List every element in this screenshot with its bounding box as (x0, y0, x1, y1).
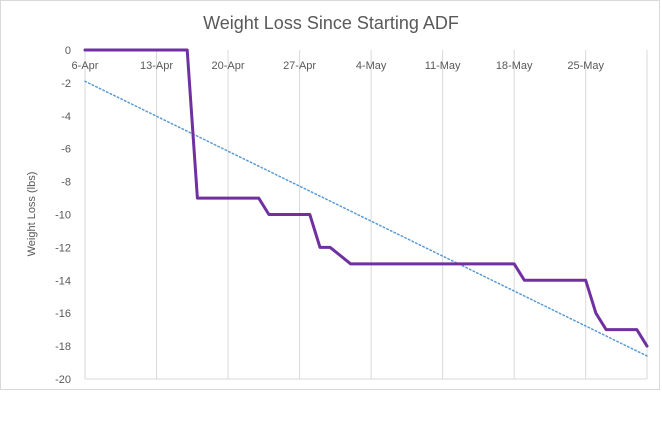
y-tick-label: -14 (55, 275, 71, 287)
chart-frame: Weight Loss Since Starting ADF 0 -2 -4 -6 -8… (0, 0, 660, 390)
x-tick-label: 20-Apr (212, 60, 245, 72)
x-tick-label: 27-Apr (283, 60, 316, 72)
x-tick-labels: 6-Apr 13-Apr 20-Apr 27-Apr 4-May 11-May 18-May… (72, 60, 605, 72)
series-group (83, 48, 649, 348)
trendline-group (84, 80, 648, 357)
x-tick-label: 11-May (425, 60, 461, 72)
y-tick-label: -6 (61, 144, 71, 156)
y-tick-label: 0 (65, 45, 71, 57)
y-tick-label: -4 (61, 111, 71, 123)
series-line (83, 48, 649, 348)
x-tick-label: 4-May (356, 60, 387, 72)
y-tick-label: -16 (55, 308, 71, 320)
y-tick-label: -8 (61, 177, 71, 189)
y-tick-label: -12 (55, 242, 71, 254)
gridlines (84, 50, 648, 380)
y-tick-label: -18 (55, 341, 71, 353)
chart-svg: Weight Loss Since Starting ADF 0 -2 -4 -6 -8… (26, 13, 649, 386)
x-tick-label: 18-May (496, 60, 533, 72)
y-axis-title: Weight Loss (lbs) (26, 172, 38, 257)
trendline (84, 80, 648, 357)
chart-title: Weight Loss Since Starting ADF (203, 13, 459, 33)
y-tick-label: -2 (61, 78, 71, 90)
y-tick-labels: 0 -2 -4 -6 -8 -10 -12 -14 -16 -18 -20 (55, 45, 71, 386)
x-tick-label: 25-May (567, 60, 604, 72)
y-tick-label: -20 (55, 374, 71, 386)
y-tick-label: -10 (55, 210, 71, 222)
x-tick-label: 13-Apr (140, 60, 173, 72)
x-tick-label: 6-Apr (72, 60, 99, 72)
